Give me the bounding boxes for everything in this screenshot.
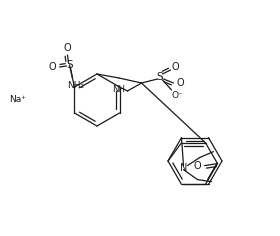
Text: N: N [180,163,187,173]
Text: NH: NH [112,85,125,94]
Text: O: O [49,62,56,72]
Text: NH₂: NH₂ [67,81,84,90]
Text: O: O [172,62,179,72]
Text: O: O [177,78,184,88]
Text: O⁻: O⁻ [172,90,183,100]
Text: S: S [66,60,73,70]
Text: O: O [64,43,71,53]
Text: S: S [156,72,163,82]
Text: Na⁺: Na⁺ [10,96,27,105]
Text: O: O [194,161,201,171]
